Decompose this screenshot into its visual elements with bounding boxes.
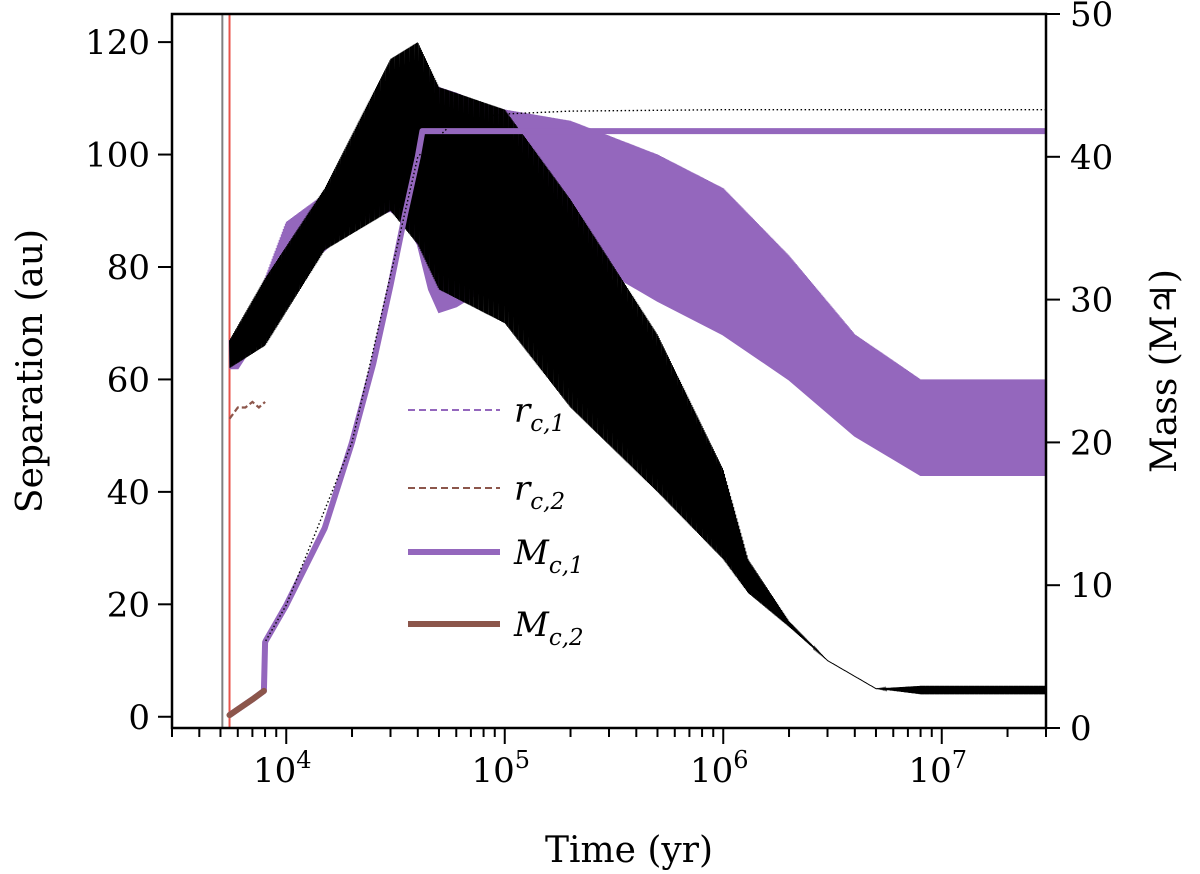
x-tick-label-exponent: 5 (515, 746, 530, 774)
y-right-tick-label: 0 (1070, 709, 1092, 749)
x-tick-label: 105 (471, 746, 530, 791)
y-left-tick-label: 80 (107, 248, 150, 288)
y-right-tick-label: 40 (1070, 138, 1113, 178)
plot-content (221, 14, 1046, 728)
x-tick-label-exponent: 7 (952, 746, 967, 774)
x-tick-label-base: 10 (690, 751, 733, 791)
y-left-tick-label: 120 (85, 23, 150, 63)
legend-label-4: Mc,2 (513, 605, 584, 651)
x-tick-label: 107 (908, 746, 967, 791)
legend: rc,1rc,2Mc,1Mc,2 (408, 391, 584, 651)
y-left-axis-label: Separation (au) (10, 229, 51, 513)
series-black-band (229, 42, 1046, 695)
x-tick-label-base: 10 (471, 751, 514, 791)
legend-label-3: Mc,1 (513, 533, 584, 579)
legend-label-subscript: c,1 (530, 411, 565, 437)
x-axis-label: Time (yr) (545, 830, 713, 871)
y-right-tick-label: 10 (1070, 566, 1113, 606)
y-right-tick-label: 50 (1070, 0, 1113, 35)
x-tick-label: 104 (253, 746, 312, 791)
legend-label-subscript: c,1 (549, 553, 584, 579)
legend-label-main: r (514, 469, 532, 509)
x-tick-label-exponent: 4 (296, 746, 311, 774)
y-right-tick-label: 30 (1070, 281, 1113, 321)
y-left-tick-label: 40 (107, 473, 150, 513)
y-right-tick-label: 20 (1070, 423, 1113, 463)
axes: 104 105 106 10702040608010012001020304050Ti… (10, 0, 1185, 871)
y-right-axis-label: Mass (M♃) (1144, 269, 1185, 473)
x-tick-label-exponent: 6 (733, 746, 748, 774)
series-r-c2-line (228, 400, 266, 420)
legend-label-subscript: c,2 (530, 489, 565, 515)
legend-label-main: r (514, 391, 532, 431)
y-left-tick-label: 100 (85, 136, 150, 176)
y-left-tick-label: 0 (128, 698, 150, 738)
x-tick-label-base: 10 (908, 751, 951, 791)
x-tick-label-base: 10 (253, 751, 296, 791)
legend-label-main: M (513, 605, 550, 645)
plot-area (221, 14, 1046, 728)
legend-label-2: rc,2 (514, 469, 565, 515)
legend-label-main: M (513, 533, 550, 573)
y-left-tick-label: 60 (107, 360, 150, 400)
x-tick-label: 106 (690, 746, 749, 791)
legend-label-subscript: c,2 (549, 625, 584, 651)
y-left-tick-label: 20 (107, 585, 150, 625)
legend-label-1: rc,1 (514, 391, 565, 437)
series-m-c2-line (226, 687, 267, 719)
